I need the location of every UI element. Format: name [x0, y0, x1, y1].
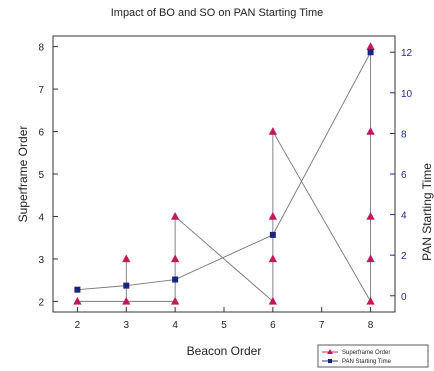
y2-tick-label: 2: [401, 251, 407, 262]
legend: Superframe Order PAN Starting Time: [317, 344, 429, 368]
plot-frame: [52, 35, 396, 313]
series-layer: [73, 42, 375, 305]
superframe-order-line: [77, 46, 372, 304]
pan-starting-time-point: [269, 231, 276, 238]
x-tick-label: 5: [221, 320, 227, 331]
superframe-order-point: [366, 254, 375, 263]
y-tick-label: 6: [38, 128, 44, 139]
x-tick-label: 3: [124, 320, 130, 331]
superframe-order-point: [366, 211, 375, 220]
superframe-order-point: [268, 211, 278, 220]
legend-label: Superframe Order: [342, 350, 390, 356]
superframe-order-point: [170, 254, 180, 263]
superframe-order-point: [170, 211, 180, 220]
pan-starting-time-point: [123, 282, 130, 289]
legend-square-marker: [328, 359, 332, 363]
x-axis-label: Beacon Order: [187, 344, 262, 358]
pan-starting-time-point: [367, 49, 374, 56]
y2-tick-label: 12: [401, 48, 413, 59]
superframe-order-point: [122, 296, 131, 305]
x-tick-label: 7: [319, 320, 325, 331]
x-tick-label: 4: [172, 320, 178, 331]
superframe-order-point: [366, 127, 375, 135]
chart-title: Impact of BO and SO on PAN Starting Time: [111, 7, 324, 19]
y2-tick-label: 6: [401, 170, 407, 181]
y-axis-right: 0 2 4 6 8 10 12: [390, 48, 413, 303]
y2-tick-label: 0: [401, 292, 407, 303]
superframe-order-point: [170, 296, 180, 305]
y-tick-label: 8: [38, 43, 44, 54]
y-axis-left: 2 3 4 5 6 7 8: [38, 43, 58, 308]
x-tick-label: 6: [270, 320, 276, 331]
superframe-order-point: [73, 296, 82, 305]
superframe-order-point: [268, 296, 278, 305]
y2-tick-label: 8: [401, 129, 407, 140]
y-tick-label: 7: [38, 85, 44, 96]
legend-label: PAN Starting Time: [342, 359, 392, 365]
y2-tick-label: 4: [401, 211, 407, 222]
legend-triangle-marker: [327, 349, 333, 354]
y-axis-right-label: PAN Starting Time: [420, 163, 434, 261]
y-tick-label: 4: [38, 212, 44, 223]
x-tick-label: 8: [368, 320, 374, 331]
y-tick-label: 5: [38, 170, 44, 181]
x-tick-label: 2: [75, 320, 81, 331]
y-axis-left-label: Superframe Order: [16, 126, 30, 223]
superframe-order-point: [366, 296, 375, 305]
pan-starting-time-line: [77, 52, 371, 291]
superframe-order-point: [268, 127, 278, 135]
pan-starting-time-point: [74, 286, 81, 293]
y-tick-label: 3: [38, 255, 44, 266]
pan-starting-time-point: [172, 276, 179, 283]
legend-box: [317, 344, 429, 368]
x-axis: 2 3 4 5 6 7 8: [75, 307, 374, 331]
superframe-order-point: [268, 254, 278, 263]
y-tick-label: 2: [38, 297, 44, 308]
y2-tick-label: 10: [401, 89, 413, 100]
superframe-order-point: [122, 254, 131, 263]
superframe-order-point: [366, 42, 375, 50]
